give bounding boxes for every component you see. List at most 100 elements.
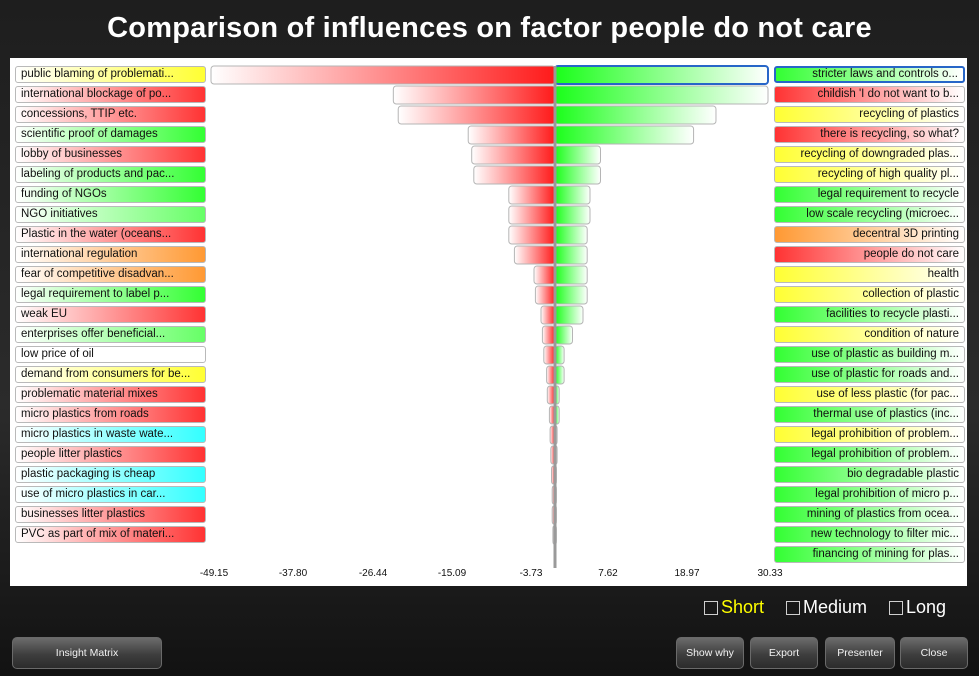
right-bar[interactable]	[554, 325, 573, 345]
left-bar[interactable]	[508, 205, 556, 225]
left-factor-label[interactable]: lobby of businesses	[15, 146, 206, 163]
legend-short[interactable]: Short	[704, 597, 764, 618]
legend-medium[interactable]: Medium	[786, 597, 867, 618]
left-factor-label[interactable]: labeling of products and pac...	[15, 166, 206, 183]
left-factor-label[interactable]: micro plastics from roads	[15, 406, 206, 423]
right-factor-label[interactable]: people do not care	[774, 246, 965, 263]
right-factor-label[interactable]: stricter laws and controls o...	[774, 66, 965, 83]
legend-long-label: Long	[906, 597, 947, 617]
right-factor-label[interactable]: new technology to filter mic...	[774, 526, 965, 543]
right-factor-label[interactable]: health	[774, 266, 965, 283]
close-button[interactable]: Close	[900, 637, 968, 669]
x-tick-label: 30.33	[757, 568, 783, 579]
right-factor-label[interactable]: mining of plastics from ocea...	[774, 506, 965, 523]
left-factor-label[interactable]: use of micro plastics in car...	[15, 486, 206, 503]
long-checkbox[interactable]	[889, 600, 903, 615]
right-factor-label[interactable]: legal prohibition of problem...	[774, 426, 965, 443]
right-factor-label[interactable]: use of less plastic (for pac...	[774, 386, 965, 403]
legend-medium-label: Medium	[803, 597, 868, 617]
right-factor-label[interactable]: recycling of plastics	[774, 106, 965, 123]
right-factor-label[interactable]: low scale recycling (microec...	[774, 206, 965, 223]
right-factor-label[interactable]: facilities to recycle plasti...	[774, 306, 965, 323]
left-bar[interactable]	[467, 125, 556, 145]
left-factor-label[interactable]: plastic packaging is cheap	[15, 466, 206, 483]
medium-checkbox[interactable]	[786, 600, 800, 615]
right-factor-label[interactable]: legal prohibition of micro p...	[774, 486, 965, 503]
right-bar[interactable]	[554, 245, 588, 265]
chart-title: Comparison of influences on factor peopl…	[107, 12, 872, 44]
left-factor-label[interactable]: problematic material mixes	[15, 386, 206, 403]
left-factor-label[interactable]: concessions, TTIP etc.	[15, 106, 206, 123]
short-checkbox[interactable]	[704, 600, 718, 615]
right-factor-label[interactable]: condition of nature	[774, 326, 965, 343]
left-factor-label[interactable]: people litter plastics	[15, 446, 206, 463]
left-factor-label[interactable]: weak EU	[15, 306, 206, 323]
export-button[interactable]: Export	[750, 637, 818, 669]
left-factor-label[interactable]: fear of competitive disadvan...	[15, 266, 206, 283]
right-factor-label[interactable]: recycling of high quality pl...	[774, 166, 965, 183]
right-bar[interactable]	[554, 305, 584, 325]
insight-matrix-button[interactable]: Insight Matrix	[12, 637, 162, 669]
right-bar[interactable]	[554, 225, 588, 245]
left-factor-label[interactable]: micro plastics in waste wate...	[15, 426, 206, 443]
right-factor-label[interactable]: collection of plastic	[774, 286, 965, 303]
left-factor-label[interactable]: Plastic in the water (oceans...	[15, 226, 206, 243]
left-factor-label[interactable]: NGO initiatives	[15, 206, 206, 223]
presenter-button[interactable]: Presenter	[825, 637, 895, 669]
right-factor-label[interactable]: financing of mining for plas...	[774, 546, 965, 563]
right-factor-label[interactable]: decentral 3D printing	[774, 226, 965, 243]
left-bar[interactable]	[397, 105, 556, 125]
right-factor-label[interactable]: use of plastic for roads and...	[774, 366, 965, 383]
right-factor-label[interactable]: recycling of downgraded plas...	[774, 146, 965, 163]
right-factor-label[interactable]: use of plastic as building m...	[774, 346, 965, 363]
left-factor-label[interactable]: businesses litter plastics	[15, 506, 206, 523]
right-bar[interactable]	[554, 185, 591, 205]
left-factor-label[interactable]: legal requirement to label p...	[15, 286, 206, 303]
left-bar[interactable]	[540, 305, 556, 325]
left-bar[interactable]	[392, 85, 556, 105]
right-bar[interactable]	[554, 145, 601, 165]
right-bar[interactable]	[554, 65, 769, 85]
left-factor-label[interactable]: scientific proof of damages	[15, 126, 206, 143]
left-bar[interactable]	[533, 265, 556, 285]
right-bar[interactable]	[554, 285, 588, 305]
right-bar[interactable]	[554, 125, 695, 145]
x-tick-label: -26.44	[358, 568, 388, 579]
left-factor-label[interactable]: international regulation	[15, 246, 206, 263]
right-bar[interactable]	[554, 105, 717, 125]
left-bar[interactable]	[473, 165, 556, 185]
right-bar[interactable]	[554, 165, 601, 185]
left-factor-label[interactable]: public blaming of problemati...	[15, 66, 206, 83]
left-bar[interactable]	[471, 145, 556, 165]
left-bar[interactable]	[534, 285, 556, 305]
show-why-button[interactable]: Show why	[676, 637, 744, 669]
left-factor-label[interactable]: demand from consumers for be...	[15, 366, 206, 383]
x-tick-label: -49.15	[199, 568, 229, 579]
right-factor-label[interactable]: there is recycling, so what?	[774, 126, 965, 143]
left-bar[interactable]	[513, 245, 556, 265]
left-factor-label[interactable]: PVC as part of mix of materi...	[15, 526, 206, 543]
left-factor-label[interactable]: enterprises offer beneficial...	[15, 326, 206, 343]
right-bar[interactable]	[554, 85, 769, 105]
x-tick-label: 7.62	[598, 568, 618, 579]
left-bar[interactable]	[541, 325, 556, 345]
left-bar[interactable]	[210, 65, 556, 85]
right-bar[interactable]	[554, 205, 591, 225]
legend-short-label: Short	[721, 597, 765, 617]
right-factor-label[interactable]: legal requirement to recycle	[774, 186, 965, 203]
left-factor-label[interactable]: funding of NGOs	[15, 186, 206, 203]
left-bar[interactable]	[508, 225, 556, 245]
legend-long[interactable]: Long	[889, 597, 946, 618]
right-factor-label[interactable]: legal prohibition of problem...	[774, 446, 965, 463]
left-bar[interactable]	[543, 345, 556, 365]
x-tick-label: 18.97	[674, 568, 700, 579]
right-bar[interactable]	[554, 265, 588, 285]
right-factor-label[interactable]: thermal use of plastics (inc...	[774, 406, 965, 423]
left-factor-label[interactable]: international blockage of po...	[15, 86, 206, 103]
left-factor-label[interactable]: low price of oil	[15, 346, 206, 363]
x-tick-label: -37.80	[278, 568, 308, 579]
left-bar[interactable]	[508, 185, 556, 205]
right-factor-label[interactable]: bio degradable plastic	[774, 466, 965, 483]
right-factor-label[interactable]: childish 'I do not want to b...	[774, 86, 965, 103]
